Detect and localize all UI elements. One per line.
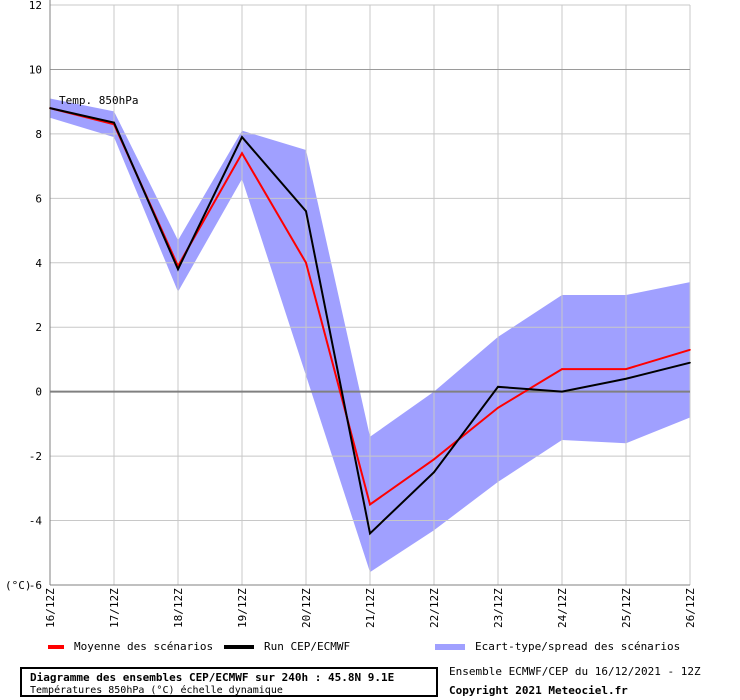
run-info: Ensemble ECMWF/CEP du 16/12/2021 - 12Z xyxy=(449,665,701,678)
x-tick-label-2: 18/12Z xyxy=(172,588,185,628)
series-0-point-6 xyxy=(433,458,435,461)
y-tick-label-9: 12 xyxy=(29,0,42,12)
series-1-point-1 xyxy=(113,121,115,124)
chart-caption-box: Diagramme des ensembles CEP/ECMWF sur 24… xyxy=(20,667,438,697)
x-tick-label-10: 26/12Z xyxy=(684,588,697,628)
legend-spread-label: Ecart-type/spread des scénarios xyxy=(475,640,681,653)
y-tick-label-2: -2 xyxy=(29,450,42,463)
chart-caption-subtitle: Températures 850hPa (°C) échelle dynamiq… xyxy=(30,685,283,696)
legend-spread: Ecart-type/spread des scénarios xyxy=(435,640,680,653)
series-1-point-9 xyxy=(625,377,627,380)
spread-band xyxy=(50,98,690,573)
series-1-point-6 xyxy=(433,471,435,474)
legend-mean-label: Moyenne des scénarios xyxy=(74,640,214,653)
series-1-point-2 xyxy=(177,268,179,271)
series-label: Temp. 850hPa xyxy=(59,94,138,107)
series-0-point-9 xyxy=(625,368,627,370)
y-tick-label-4: 2 xyxy=(35,321,42,334)
x-tick-label-5: 21/12Z xyxy=(364,588,377,628)
y-tick-label-3: 0 xyxy=(35,386,42,399)
series-0-point-8 xyxy=(561,368,563,370)
legend-mean-swatch xyxy=(48,644,64,649)
series-1-point-10 xyxy=(689,361,691,364)
y-tick-label-8: 10 xyxy=(29,63,42,76)
x-tick-label-0: 16/12Z xyxy=(44,588,57,628)
series-1-point-3 xyxy=(241,136,243,138)
copyright: Copyright 2021 Meteociel.fr xyxy=(449,684,628,697)
legend-spread-swatch xyxy=(435,643,465,650)
y-tick-label-1: -4 xyxy=(29,515,43,528)
series-1-point-0 xyxy=(49,107,51,109)
y-tick-label-6: 6 xyxy=(35,192,42,205)
legend-mean: Moyenne des scénarios xyxy=(48,640,213,653)
x-tick-label-9: 25/12Z xyxy=(620,588,633,628)
series-0-point-5 xyxy=(369,503,371,506)
series-1-point-7 xyxy=(497,386,499,388)
y-tick-label-0: -6 xyxy=(29,579,42,592)
x-tick-label-8: 24/12Z xyxy=(556,588,569,628)
y-tick-label-5: 4 xyxy=(35,257,42,270)
y-unit-label: (°C) xyxy=(5,579,32,592)
series-1-point-4 xyxy=(305,210,307,213)
x-tick-label-7: 23/12Z xyxy=(492,588,505,628)
series-0-point-7 xyxy=(497,406,499,409)
legend-run-swatch xyxy=(224,644,254,649)
x-tick-label-1: 17/12Z xyxy=(108,588,121,628)
x-tick-label-3: 19/12Z xyxy=(236,588,249,628)
series-0-point-4 xyxy=(305,261,307,264)
series-0-point-10 xyxy=(689,348,691,351)
x-tick-label-6: 22/12Z xyxy=(428,588,441,628)
x-tick-label-4: 20/12Z xyxy=(300,588,313,628)
series-1-point-8 xyxy=(561,390,563,393)
legend-run: Run CEP/ECMWF xyxy=(224,640,350,653)
chart-area: -6 -4 -2 0 2 4 6 8 10 12 (°C) 16/12Z 17/12Z 18/12Z 19/… xyxy=(5,0,697,628)
legend-run-label: Run CEP/ECMWF xyxy=(264,640,351,653)
series-1-point-5 xyxy=(369,532,371,535)
chart-caption-title: Diagramme des ensembles CEP/ECMWF sur 24… xyxy=(30,671,395,684)
y-tick-label-7: 8 xyxy=(35,128,42,141)
series-0-point-3 xyxy=(241,152,243,155)
